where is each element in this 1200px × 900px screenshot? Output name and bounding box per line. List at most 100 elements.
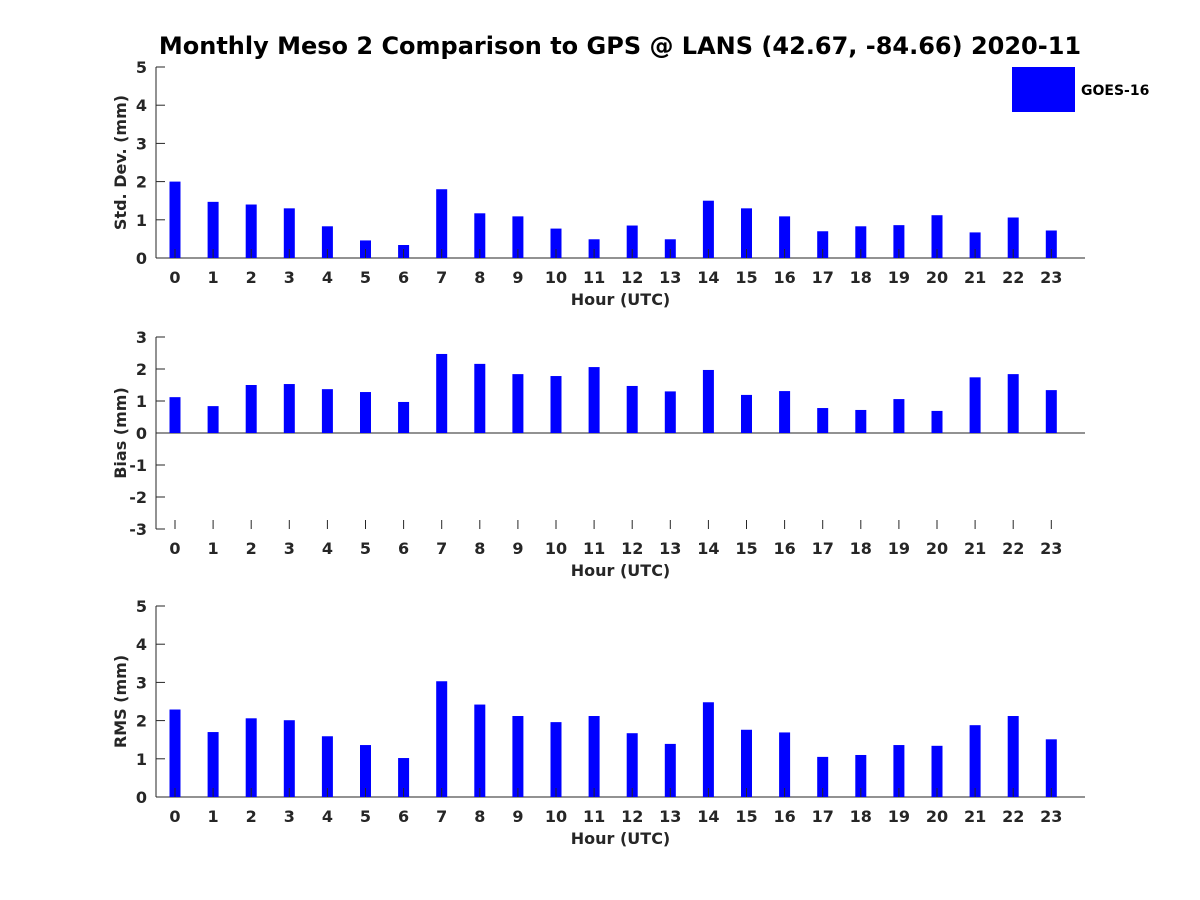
bar-hour-22 bbox=[1007, 374, 1019, 433]
x-tick-label: 12 bbox=[621, 807, 643, 826]
bar-hour-17 bbox=[817, 231, 829, 258]
x-tick-label: 5 bbox=[360, 539, 371, 558]
x-tick-label: 2 bbox=[246, 807, 257, 826]
y-axis-label: Std. Dev. (mm) bbox=[111, 95, 130, 230]
bar-hour-11 bbox=[588, 239, 600, 258]
x-tick-label: 1 bbox=[208, 539, 219, 558]
chart-title: Monthly Meso 2 Comparison to GPS @ LANS … bbox=[159, 32, 1081, 60]
bar-hour-7 bbox=[436, 189, 448, 258]
x-tick-label: 17 bbox=[812, 268, 834, 287]
x-tick-label: 4 bbox=[322, 807, 333, 826]
x-tick-label: 10 bbox=[545, 807, 567, 826]
bar-hour-14 bbox=[702, 200, 714, 258]
x-tick-label: 11 bbox=[583, 268, 605, 287]
x-axis-label: Hour (UTC) bbox=[571, 829, 671, 848]
x-tick-label: 3 bbox=[284, 807, 295, 826]
bar-hour-15 bbox=[741, 208, 752, 258]
x-tick-label: 23 bbox=[1040, 539, 1062, 558]
bar-hour-15 bbox=[741, 729, 752, 797]
bar-hour-19 bbox=[893, 399, 905, 433]
x-tick-label: 1 bbox=[208, 268, 219, 287]
bar-hour-20 bbox=[931, 745, 943, 797]
bar-hour-23 bbox=[1045, 230, 1057, 258]
x-tick-label: 16 bbox=[773, 807, 795, 826]
bar-hour-17 bbox=[817, 408, 829, 433]
bar-hour-8 bbox=[474, 213, 486, 258]
x-tick-label: 19 bbox=[888, 268, 910, 287]
x-tick-label: 5 bbox=[360, 807, 371, 826]
y-axis-label: RMS (mm) bbox=[111, 655, 130, 748]
x-tick-label: 17 bbox=[812, 539, 834, 558]
x-tick-label: 10 bbox=[545, 268, 567, 287]
x-tick-label: 20 bbox=[926, 539, 948, 558]
x-tick-label: 9 bbox=[512, 807, 523, 826]
x-tick-label: 12 bbox=[621, 539, 643, 558]
x-tick-label: 0 bbox=[169, 539, 180, 558]
bar-hour-11 bbox=[588, 716, 600, 797]
x-tick-label: 13 bbox=[659, 807, 681, 826]
y-tick-label: 5 bbox=[136, 597, 147, 616]
x-tick-label: 21 bbox=[964, 539, 986, 558]
bar-hour-14 bbox=[702, 369, 714, 433]
bar-hour-9 bbox=[512, 216, 524, 258]
x-tick-label: 23 bbox=[1040, 807, 1062, 826]
x-tick-label: 7 bbox=[436, 268, 447, 287]
bar-hour-16 bbox=[779, 216, 791, 258]
x-tick-label: 11 bbox=[583, 539, 605, 558]
bar-hour-5 bbox=[360, 392, 371, 433]
bar-hour-18 bbox=[855, 754, 867, 797]
x-tick-label: 22 bbox=[1002, 539, 1024, 558]
bar-hour-22 bbox=[1007, 217, 1019, 258]
bar-hour-16 bbox=[779, 732, 791, 797]
x-tick-label: 19 bbox=[888, 807, 910, 826]
y-tick-label: 2 bbox=[136, 173, 147, 192]
legend-swatch bbox=[1012, 67, 1075, 112]
x-tick-label: 22 bbox=[1002, 268, 1024, 287]
y-tick-label: 0 bbox=[136, 788, 147, 807]
x-tick-label: 6 bbox=[398, 807, 409, 826]
bar-hour-3 bbox=[283, 208, 295, 258]
x-axis-label: Hour (UTC) bbox=[571, 290, 671, 309]
bar-hour-18 bbox=[855, 409, 867, 433]
bar-hour-20 bbox=[931, 410, 943, 433]
bar-hour-20 bbox=[931, 215, 943, 258]
y-tick-label: 1 bbox=[136, 392, 147, 411]
x-tick-label: 20 bbox=[926, 807, 948, 826]
bar-hour-22 bbox=[1007, 716, 1019, 797]
x-tick-label: 3 bbox=[284, 268, 295, 287]
bar-hour-10 bbox=[550, 722, 562, 797]
bar-hour-0 bbox=[169, 397, 181, 433]
x-tick-label: 17 bbox=[812, 807, 834, 826]
bar-hour-4 bbox=[321, 736, 333, 797]
legend-label: GOES-16 bbox=[1081, 83, 1149, 99]
x-tick-label: 9 bbox=[512, 268, 523, 287]
x-tick-label: 15 bbox=[735, 268, 757, 287]
bar-hour-1 bbox=[207, 732, 219, 797]
bar-hour-0 bbox=[169, 181, 181, 258]
legend: GOES-16 bbox=[1012, 67, 1149, 112]
bar-hour-8 bbox=[474, 704, 486, 797]
bar-hour-6 bbox=[398, 401, 410, 433]
x-tick-label: 16 bbox=[773, 268, 795, 287]
bar-hour-2 bbox=[245, 204, 257, 258]
y-tick-label: 1 bbox=[136, 750, 147, 769]
bar-hour-7 bbox=[436, 681, 448, 797]
x-tick-label: 2 bbox=[246, 539, 257, 558]
y-tick-label: -2 bbox=[129, 488, 147, 507]
bar-hour-21 bbox=[969, 377, 981, 433]
x-tick-label: 8 bbox=[474, 268, 485, 287]
bar-hour-13 bbox=[664, 239, 676, 258]
x-tick-label: 9 bbox=[512, 539, 523, 558]
bar-hour-14 bbox=[702, 702, 714, 797]
bar-hour-10 bbox=[550, 228, 562, 258]
y-tick-label: 2 bbox=[136, 360, 147, 379]
bar-hour-3 bbox=[283, 384, 295, 433]
bar-hour-13 bbox=[664, 743, 676, 797]
x-tick-label: 14 bbox=[697, 539, 719, 558]
y-tick-label: -3 bbox=[129, 520, 147, 539]
bar-hour-6 bbox=[398, 758, 410, 797]
bar-hour-19 bbox=[893, 745, 905, 797]
